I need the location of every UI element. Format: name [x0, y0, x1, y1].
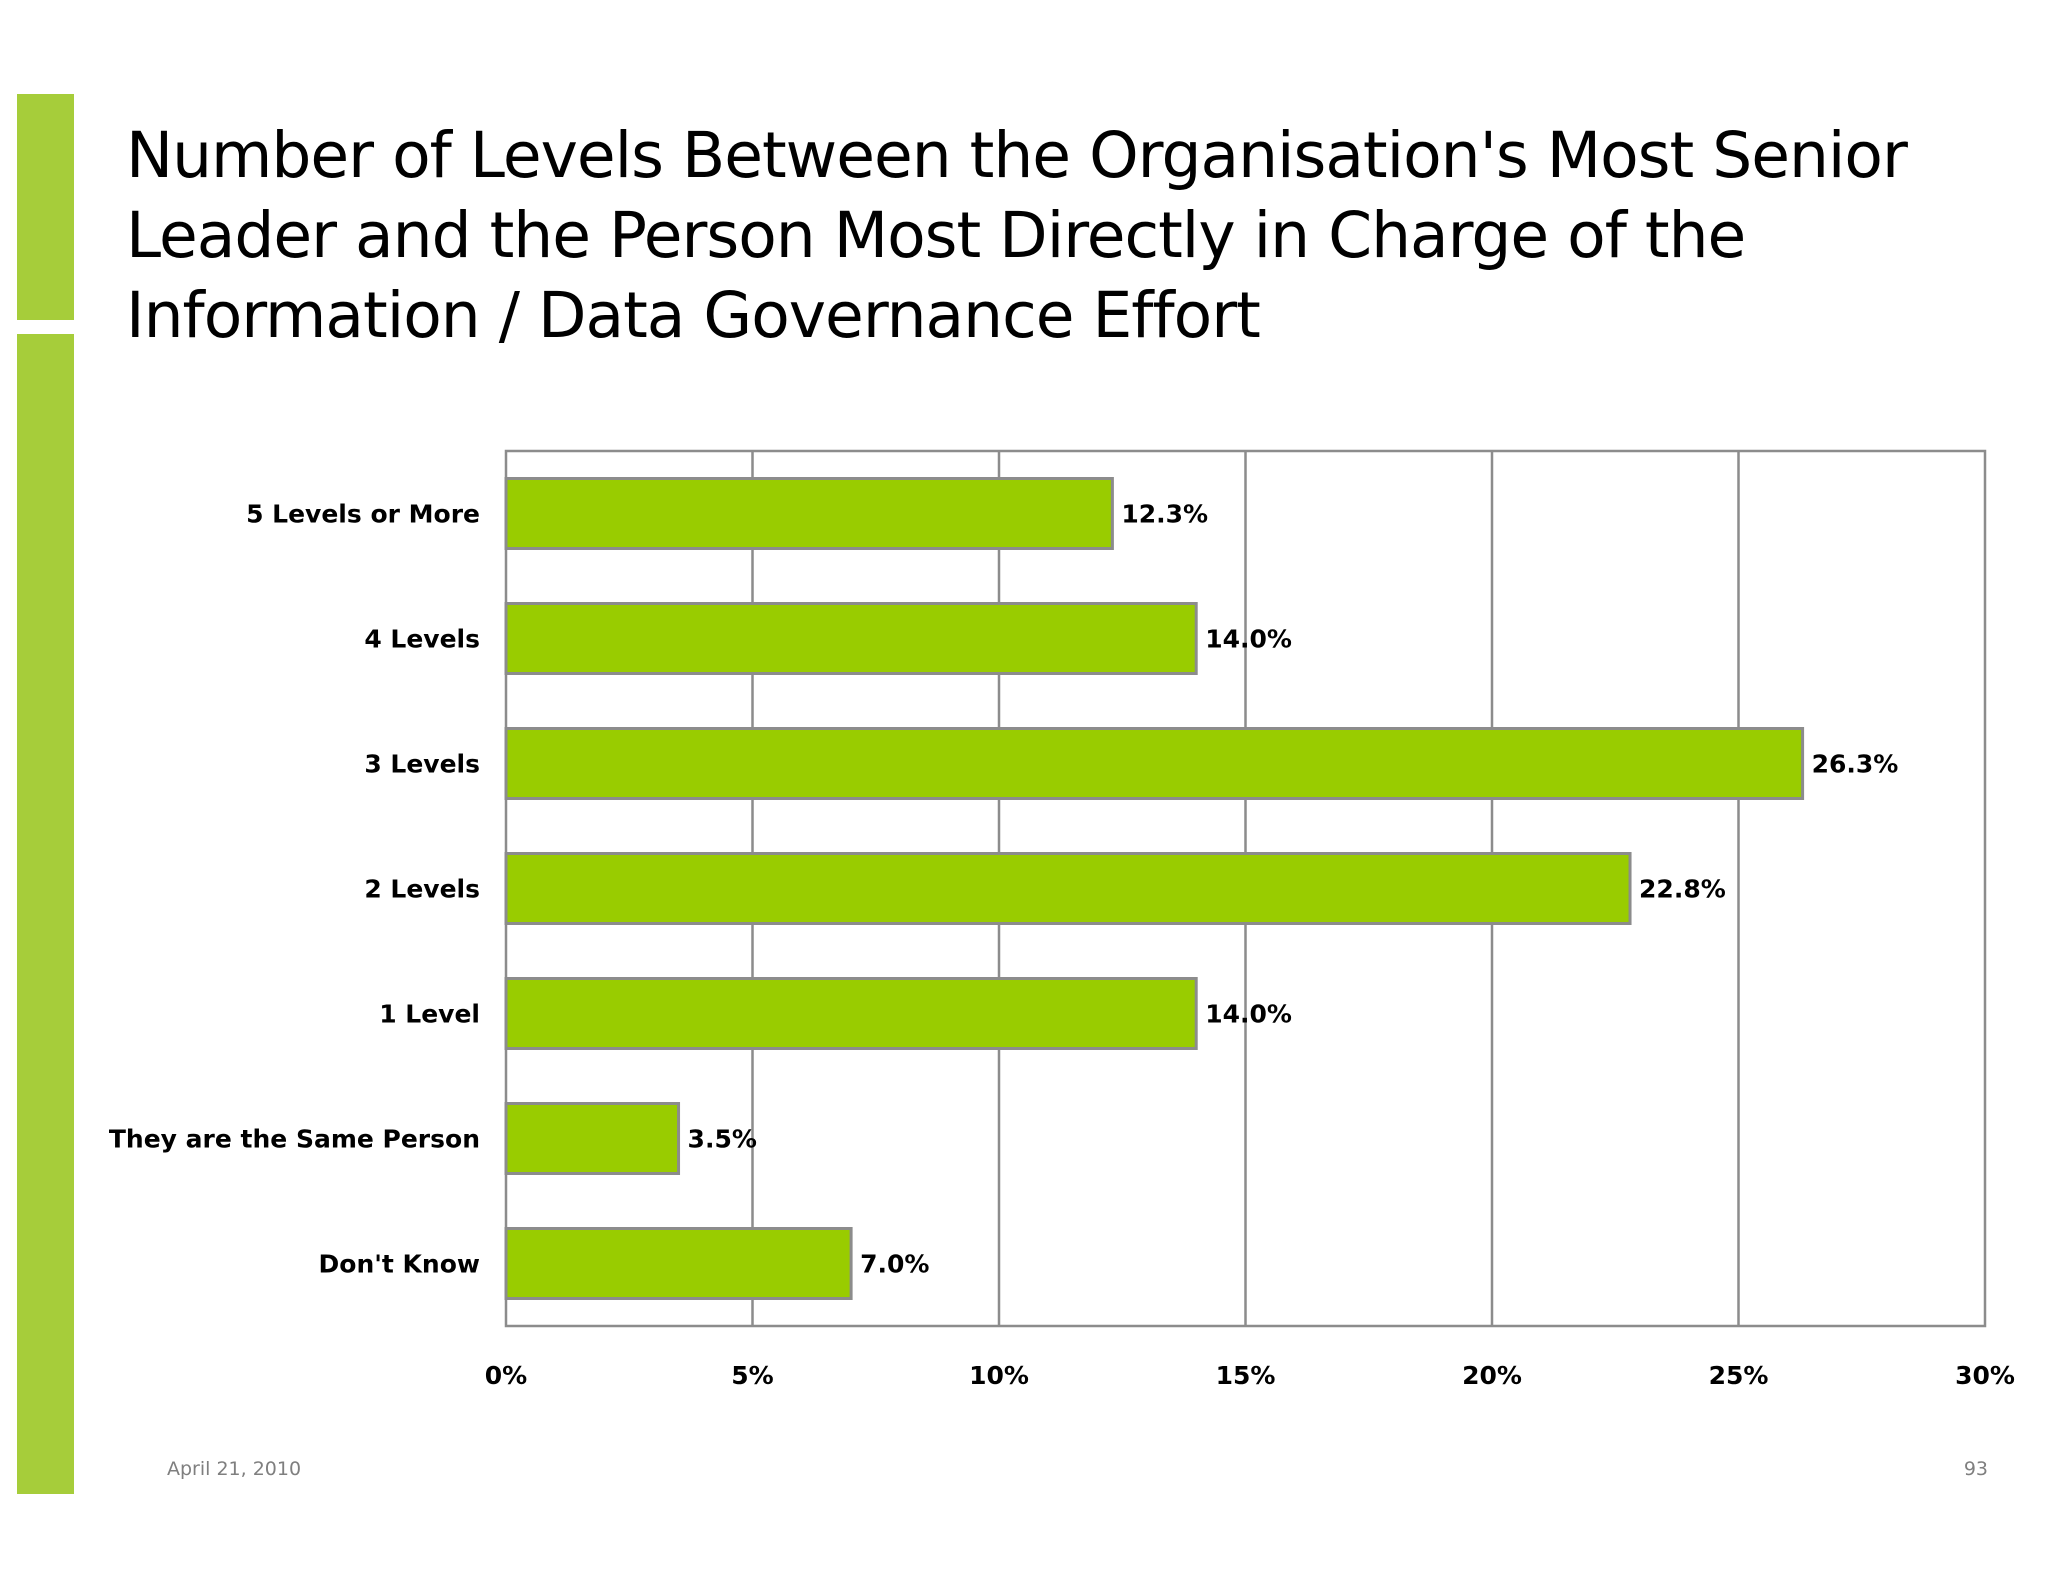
slide-title: Number of Levels Between the Organisatio…: [126, 116, 1926, 356]
bar: [504, 977, 1198, 1050]
footer-date: April 21, 2010: [167, 1458, 302, 1480]
category-label: They are the Same Person: [109, 1125, 480, 1154]
category-label: 1 Level: [379, 1000, 480, 1029]
bar: [504, 602, 1198, 675]
value-label: 14.0%: [1205, 1000, 1292, 1029]
accent-bar-top: [17, 94, 74, 320]
x-tick-label: 20%: [1462, 1361, 1522, 1390]
x-tick-label: 30%: [1955, 1361, 2015, 1390]
value-label: 7.0%: [860, 1250, 929, 1279]
value-label: 3.5%: [688, 1125, 757, 1154]
category-label: 2 Levels: [364, 875, 480, 904]
x-tick-label: 10%: [969, 1361, 1029, 1390]
x-tick-label: 15%: [1216, 1361, 1276, 1390]
bar: [504, 1227, 853, 1300]
x-tick-label: 5%: [731, 1361, 773, 1390]
category-label: Don't Know: [319, 1250, 480, 1279]
value-label: 22.8%: [1639, 875, 1726, 904]
bar: [504, 477, 1114, 550]
value-label: 12.3%: [1121, 500, 1208, 529]
value-label: 26.3%: [1812, 750, 1899, 779]
category-label: 3 Levels: [364, 750, 480, 779]
category-label: 4 Levels: [364, 625, 480, 654]
bar: [504, 727, 1805, 800]
value-label: 14.0%: [1205, 625, 1292, 654]
title-line-1: Number of Levels Between the Organisatio…: [126, 119, 1908, 192]
bar: [504, 852, 1632, 925]
page-number: 93: [1963, 1458, 1988, 1480]
bar: [504, 1102, 681, 1175]
title-line-3: Information / Data Governance Effort: [126, 279, 1261, 352]
accent-bar-bottom: [17, 334, 74, 1494]
category-label: 5 Levels or More: [246, 500, 480, 529]
title-line-2: Leader and the Person Most Directly in C…: [126, 199, 1746, 272]
x-tick-label: 0%: [485, 1361, 527, 1390]
x-tick-label: 25%: [1709, 1361, 1769, 1390]
